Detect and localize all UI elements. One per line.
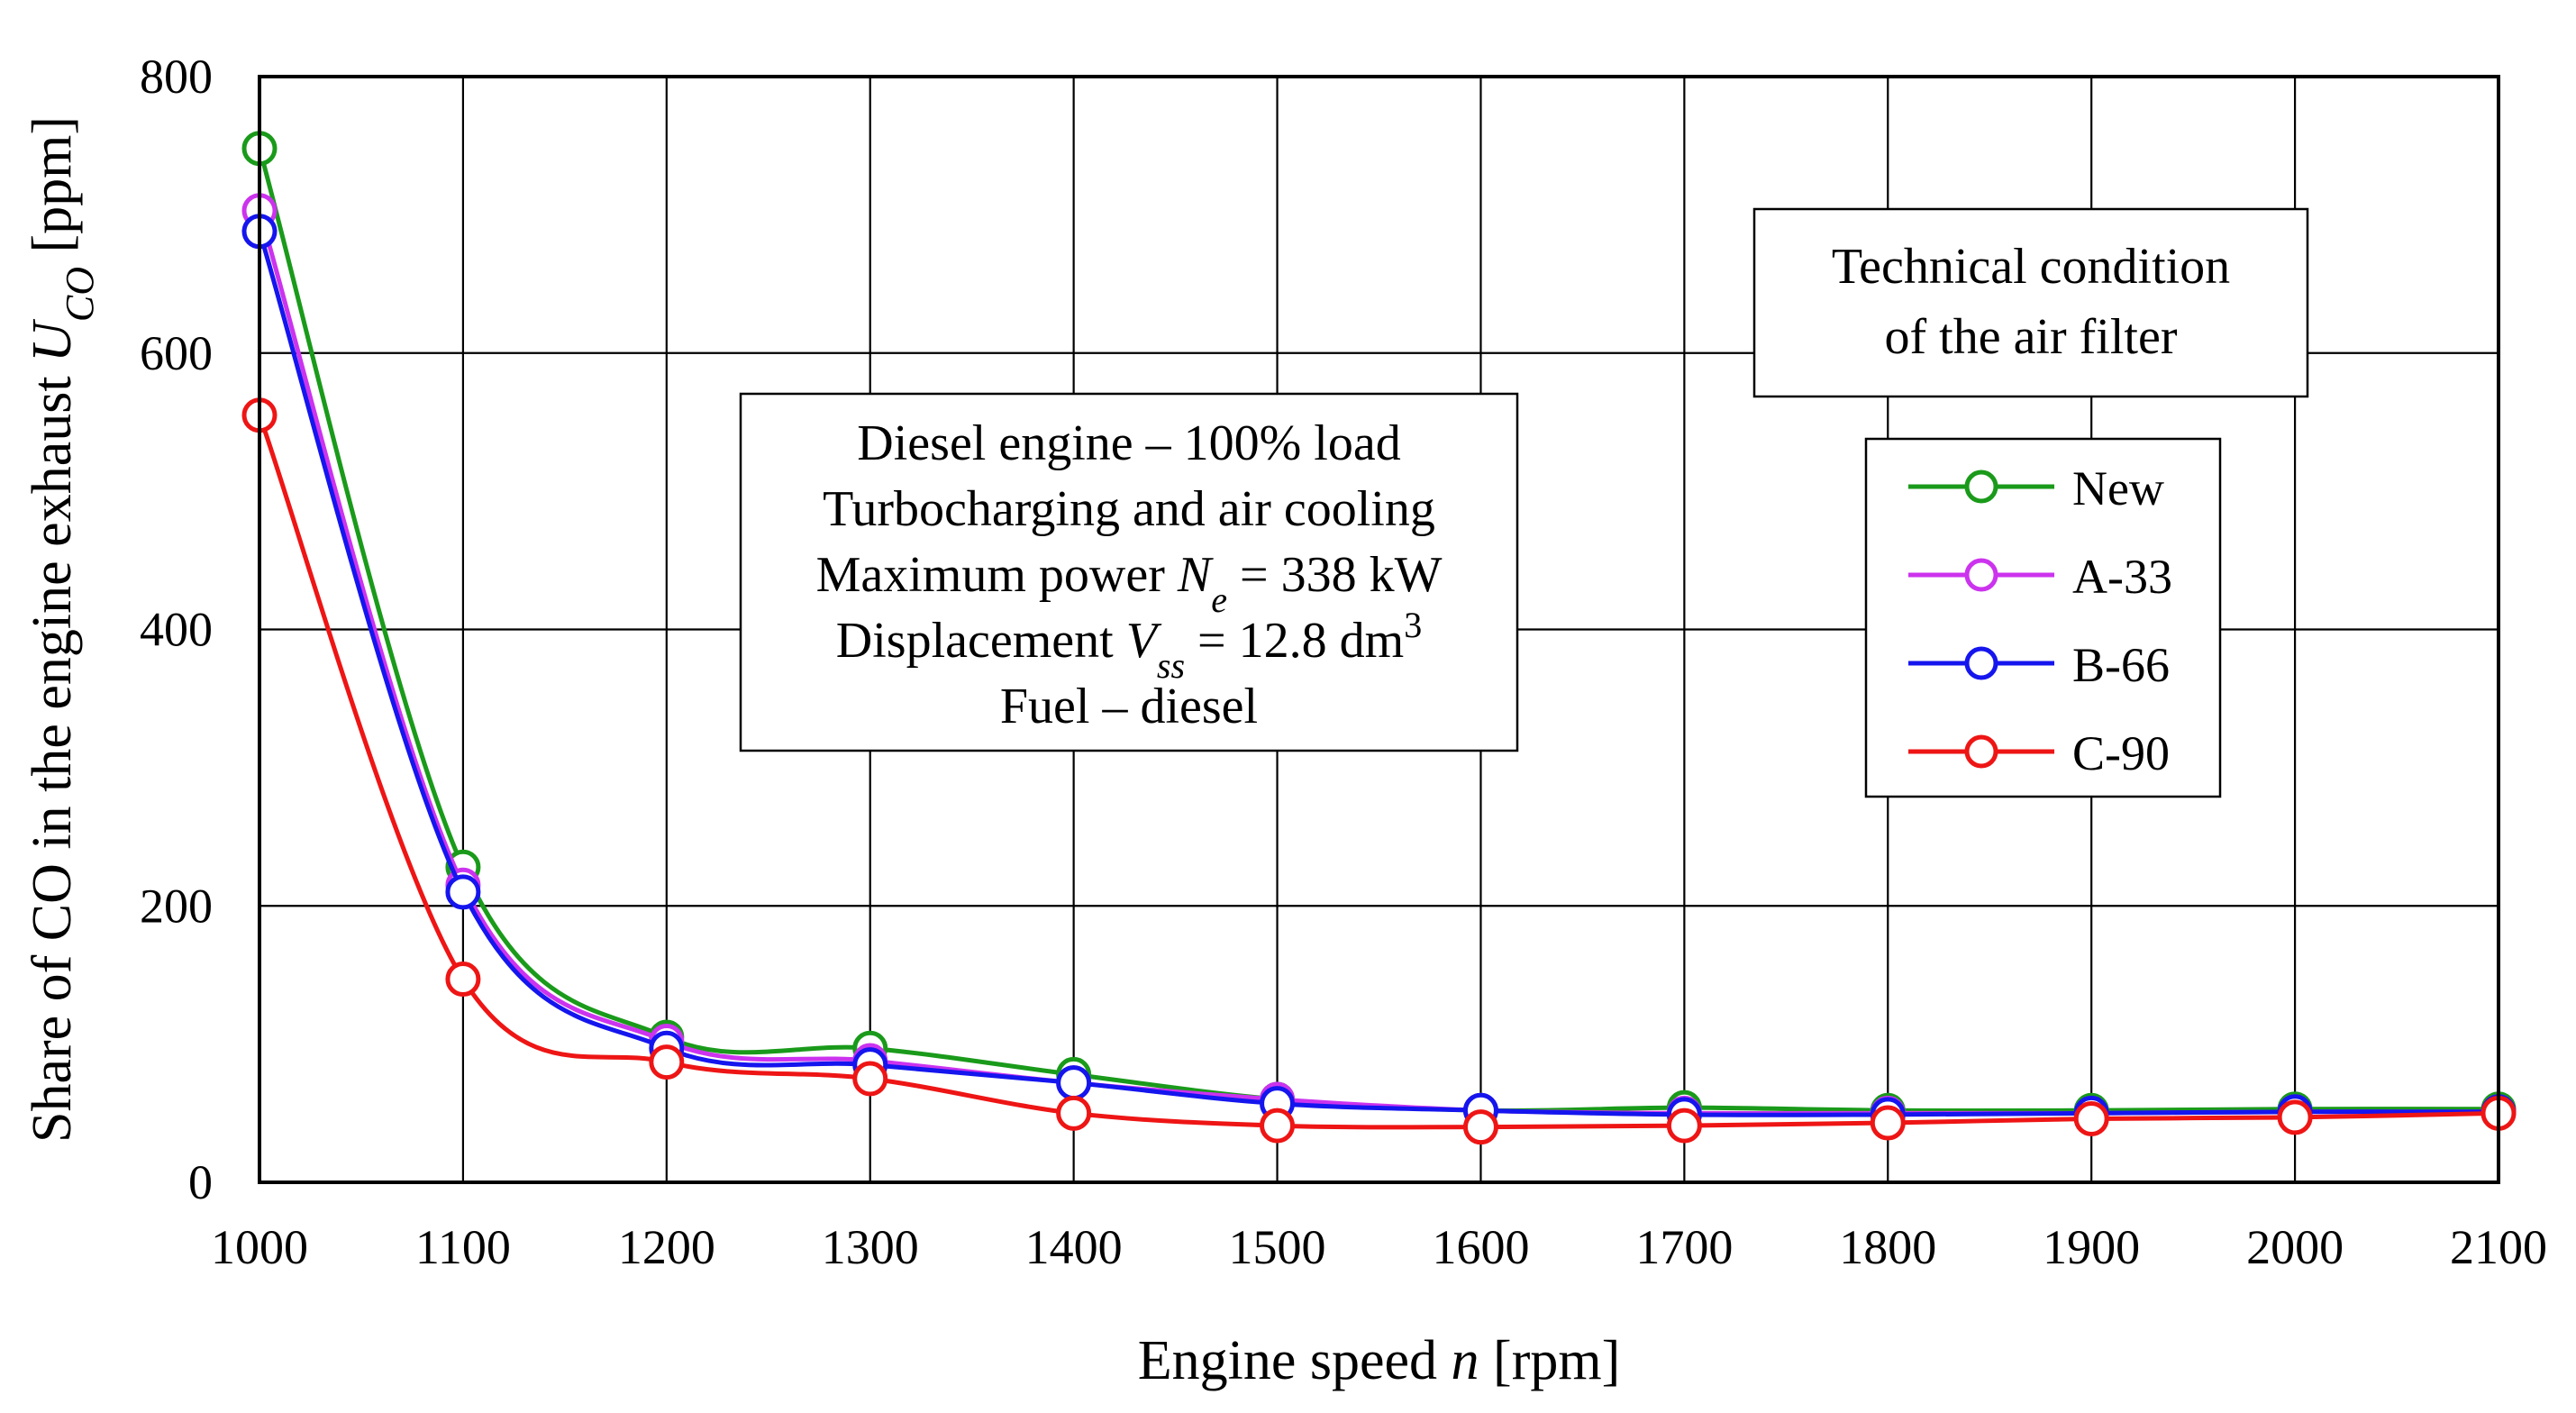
- engine-info-line-1: Diesel engine – 100% load: [857, 415, 1400, 471]
- x-tick-label: 2100: [2450, 1220, 2547, 1274]
- data-point-1900: [2073, 1100, 2109, 1136]
- legend-label-a33: A-33: [2072, 550, 2172, 604]
- engine-info-frame: [739, 392, 1519, 752]
- data-point-2000: [2277, 1099, 2313, 1135]
- x-tick-label: 1200: [618, 1220, 715, 1274]
- x-tick-label: 1700: [1635, 1220, 1733, 1274]
- y-tick-label: 200: [140, 879, 213, 933]
- legend-title-frame: [1752, 207, 2309, 398]
- data-point-1400: [1056, 1065, 1092, 1101]
- engine-info-line-3: Maximum power Ne = 338 kW: [816, 547, 1443, 620]
- series-c-90: [241, 397, 2517, 1145]
- y-axis-title: Share of CO in the engine exhaust UCO [p…: [22, 116, 102, 1143]
- data-point-1200: [649, 1044, 685, 1080]
- y-tick-label: 0: [188, 1155, 213, 1209]
- legend-frame: [1864, 437, 2222, 798]
- x-tick-label: 2000: [2246, 1220, 2344, 1274]
- legend-marker: [1964, 734, 1998, 769]
- legend-title-line-2: of the air filter: [1885, 309, 2178, 365]
- legend-marker: [1964, 646, 1998, 680]
- y-tick-label: 400: [140, 603, 213, 657]
- data-point-1100: [445, 874, 481, 910]
- y-tick-label: 600: [140, 326, 213, 380]
- x-tick-label: 1600: [1432, 1220, 1529, 1274]
- legend-label-b66: B-66: [2072, 638, 2170, 692]
- x-axis-title: Engine speed n [rpm]: [1138, 1330, 1620, 1391]
- legend-title-box: Technical condition of the air filter: [1752, 207, 2309, 398]
- x-tick-label: 1000: [211, 1220, 308, 1274]
- series-lines: [241, 131, 2517, 1145]
- data-point-1500: [1260, 1108, 1296, 1144]
- data-point-1300: [852, 1061, 888, 1097]
- tick-labels: 1000 1100 1200 1300 1400 1500 1600 1700 1800 1900…: [140, 50, 2547, 1274]
- legend-title-line-1: Technical condition: [1832, 239, 2230, 295]
- data-point-1100: [445, 962, 481, 998]
- legend-marker: [1964, 558, 1998, 592]
- legend-marker: [1964, 469, 1998, 504]
- legend-label-new: New: [2072, 461, 2164, 515]
- data-point-1400: [1056, 1095, 1092, 1131]
- x-tick-label: 1400: [1025, 1220, 1123, 1274]
- engine-info-line-5: Fuel – diesel: [1000, 679, 1258, 734]
- x-tick-label: 1100: [415, 1220, 511, 1274]
- data-point-1600: [1462, 1109, 1498, 1145]
- legend: New A-33 B-66 C-90: [1864, 437, 2222, 798]
- legend-label-c90: C-90: [2072, 726, 2170, 780]
- engine-info-line-4: Displacement Vss = 12.8 dm3: [836, 605, 1422, 686]
- plot-frame: [258, 75, 2500, 1184]
- data-point-1700: [1666, 1108, 1702, 1144]
- x-tick-label: 1900: [2043, 1220, 2140, 1274]
- y-tick-label: 800: [140, 50, 213, 104]
- x-tick-label: 1800: [1839, 1220, 1936, 1274]
- x-tick-label: 1500: [1229, 1220, 1326, 1274]
- engine-info-box: Diesel engine – 100% load Turbocharging …: [739, 392, 1519, 752]
- engine-info-line-2: Turbocharging and air cooling: [823, 481, 1435, 537]
- x-tick-label: 1300: [822, 1220, 919, 1274]
- data-point-1800: [1870, 1105, 1906, 1141]
